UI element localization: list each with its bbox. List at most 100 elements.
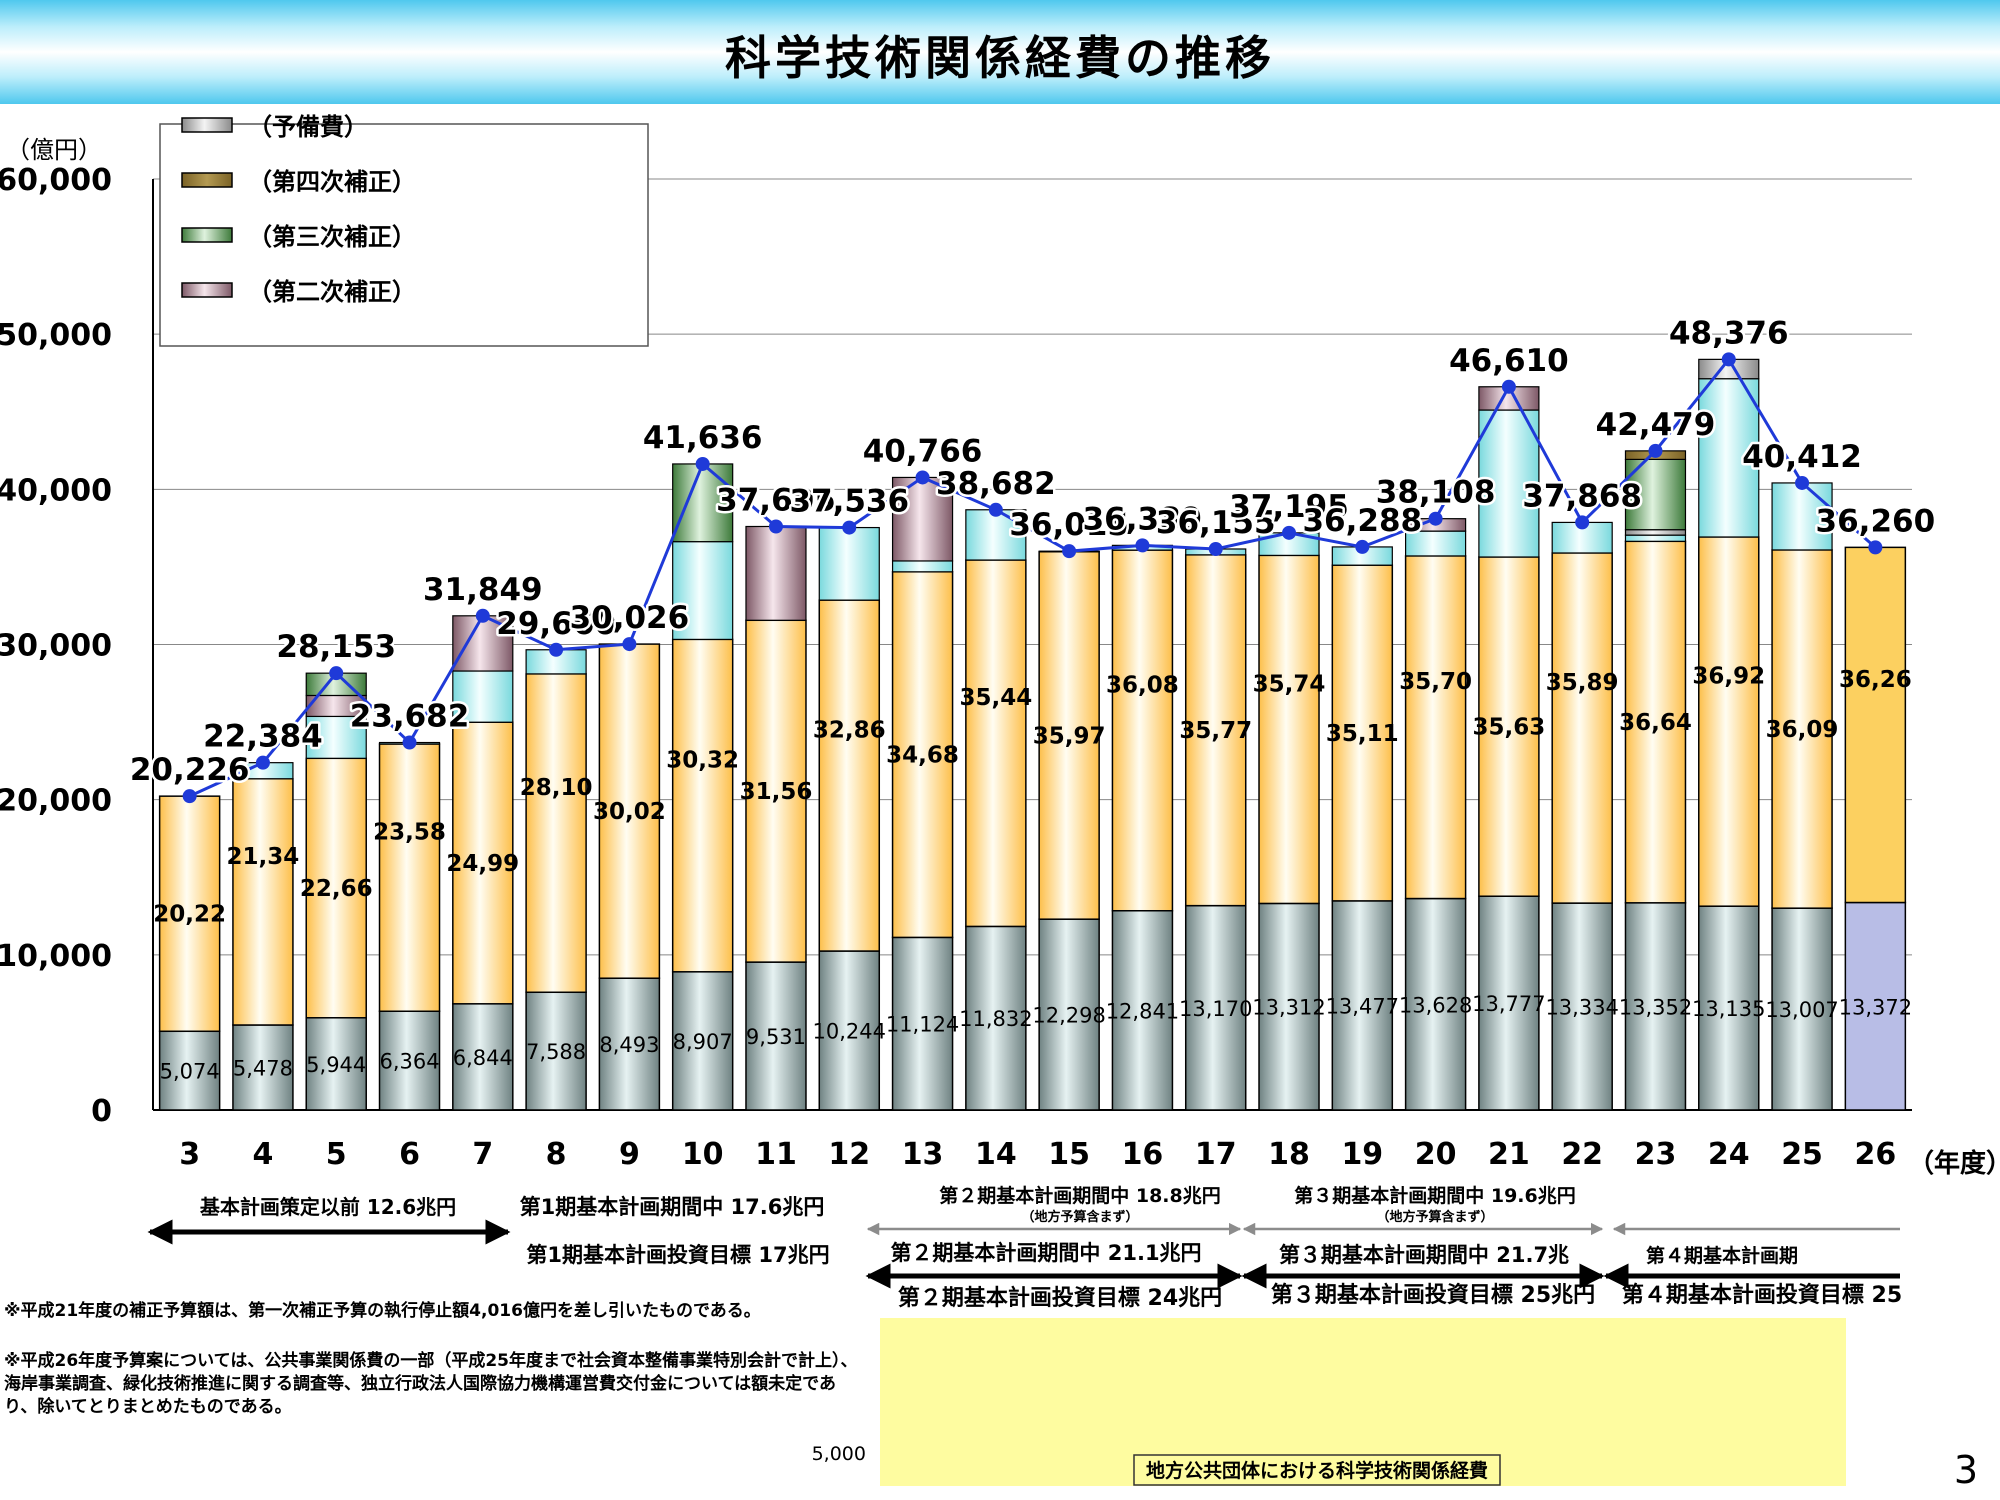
bar-segment-supplementary-1: [891, 560, 954, 573]
total-point: [1868, 540, 1883, 555]
bar-label-general: 34,68: [886, 743, 959, 769]
y-axis: （億円） 0 10,000 20,000 30,000 40,000 50,000 60,0…: [0, 136, 112, 1129]
total-point: [1282, 525, 1297, 540]
bar-segment-base: [378, 1010, 441, 1111]
bar-segment-general: [305, 757, 367, 1019]
total-label: 40,766: [863, 433, 983, 469]
legend-label: （第四次補正）: [248, 168, 416, 196]
bar-label-general: 21,34: [227, 844, 300, 870]
bar-label-base: 13,007: [1765, 998, 1838, 1022]
bar-label-base: 11,124: [886, 1013, 959, 1037]
legend-swatch: [181, 282, 233, 298]
bar-label-general: 36,64: [1619, 710, 1692, 736]
x-tick-label: 18: [1268, 1137, 1310, 1172]
bar-label-general: 30,02: [593, 799, 666, 825]
period-label: 第４期基本計画期: [1646, 1244, 1798, 1267]
bar-segment-general: [1771, 549, 1833, 909]
bar-label-general: 36,92: [1692, 664, 1765, 690]
x-tick-label: 17: [1195, 1137, 1237, 1172]
total-label: 37,536: [789, 484, 909, 520]
legend-box: [159, 123, 649, 347]
bar-segment-supplementary-2: [745, 525, 807, 621]
bar-segment-base: [1111, 910, 1174, 1111]
total-point: [329, 666, 344, 681]
period-label: 第３期基本計画投資目標 25兆円: [1271, 1282, 1595, 1308]
bar-segment-supplementary-1: [1698, 378, 1760, 538]
bar-segment-supplementary-1: [452, 670, 514, 723]
x-tick-label: 6: [399, 1137, 420, 1172]
bar-segment-general: [1111, 549, 1174, 912]
total-label: 46,610: [1449, 343, 1569, 379]
local-government-title: 地方公共団体における科学技術関係経費: [1146, 1459, 1488, 1482]
bar-label-base: 13,334: [1545, 996, 1618, 1020]
bar-segment-base: [1624, 902, 1687, 1111]
total-point: [1648, 443, 1663, 458]
bar-segment-base: [525, 991, 587, 1111]
footnote-2: ※平成26年度予算案については、公共事業関係費の一部（平成25年度まで社会資本整…: [4, 1351, 858, 1417]
bar-label-base: 5,478: [233, 1056, 293, 1080]
total-label: 36,155: [1156, 505, 1276, 541]
bar-label-base: 8,493: [599, 1033, 659, 1057]
total-point: [988, 502, 1003, 517]
period-label: 第1期基本計画期間中 17.6兆円: [520, 1195, 825, 1219]
bar-segment-base: [305, 1017, 367, 1111]
bar-label-general: 35,63: [1473, 715, 1546, 741]
total-label: 37,195: [1229, 489, 1349, 525]
bar-segment-base: [745, 961, 807, 1111]
y-tick-label: 50,000: [0, 318, 112, 353]
total-label: 31,849: [423, 572, 543, 608]
total-label: 36,260: [1816, 503, 1936, 539]
bar-segment-reserve: [1624, 529, 1687, 536]
bar-segment-supplementary-1: [1405, 530, 1467, 557]
bar-segment-base: [1844, 901, 1907, 1111]
bar-label-general: 35,11: [1326, 721, 1399, 747]
bar-segment-general: [1698, 536, 1760, 907]
total-point: [475, 608, 490, 623]
bar-segment-general: [1624, 540, 1687, 904]
bar-label-base: 13,372: [1839, 995, 1912, 1019]
y-tick-label: 0: [91, 1094, 112, 1129]
x-tick-label: 25: [1781, 1137, 1823, 1172]
bar-segment-base: [1331, 900, 1394, 1111]
bar-label-base: 10,244: [813, 1020, 886, 1044]
bar-segment-general: [1404, 555, 1467, 900]
bar-segment-base: [1184, 904, 1247, 1111]
period-label: 第２期基本計画期間中 21.1兆円: [890, 1241, 1201, 1265]
title-banner: [0, 0, 2000, 104]
bar-label-base: 13,628: [1399, 993, 1472, 1017]
bar-label-base: 12,298: [1032, 1004, 1105, 1028]
bar-label-general: 22,66: [300, 876, 373, 902]
bar-label-base: 9,531: [746, 1025, 806, 1049]
x-tick-label: 10: [682, 1137, 724, 1172]
bar-label-general: 32,86: [813, 718, 886, 744]
bar-label-base: 13,312: [1252, 996, 1325, 1020]
bar-segment-general: [891, 571, 954, 939]
total-point: [622, 637, 637, 652]
total-label: 36,015: [1009, 507, 1129, 543]
x-tick-label: 12: [828, 1137, 870, 1172]
total-label: 37,868: [1522, 478, 1642, 514]
total-label: 41,636: [643, 420, 763, 456]
bar-segment-general: [1258, 554, 1320, 905]
period-label: 基本計画策定以前 12.6兆円: [200, 1195, 456, 1219]
bar-segment-general: [1551, 552, 1613, 904]
total-label: 29,660: [496, 606, 616, 642]
bar-segment-general: [378, 743, 441, 1013]
total-label: 20,226: [130, 752, 250, 788]
period-label: 第２期基本計画投資目標 24兆円: [898, 1285, 1222, 1311]
period-label: 第２期基本計画期間中 18.8兆円: [939, 1184, 1221, 1207]
bar-label-general: 35,74: [1253, 671, 1326, 697]
bar-label-general: 24,99: [446, 851, 519, 877]
total-point: [915, 470, 930, 485]
bar-label-general: 35,89: [1546, 670, 1619, 696]
bar-label-general: 23,58: [373, 820, 446, 846]
total-label: 42,479: [1596, 407, 1716, 443]
bar-label-base: 8,907: [673, 1030, 733, 1054]
bar-segment-base: [158, 1030, 221, 1111]
x-tick-label: 21: [1488, 1137, 1530, 1172]
bar-segment-base: [232, 1024, 294, 1111]
legend: （予備費） （第四次補正） （第三次補正） （第二次補正）: [159, 113, 649, 347]
x-tick-label: 22: [1561, 1137, 1603, 1172]
